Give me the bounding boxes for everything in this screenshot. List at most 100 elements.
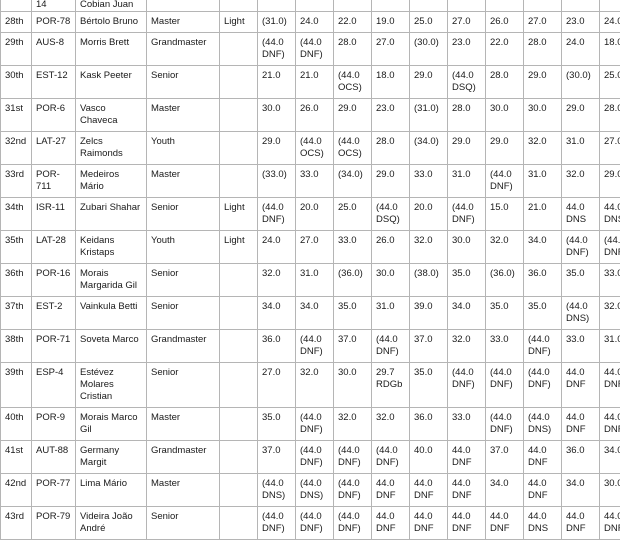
cell-r7: 37.0 [486,441,524,474]
cell-r5: 33.0 [410,165,448,198]
cell-r6: 44.0 DNF [448,474,486,507]
cell-r1: 32.0 [258,264,296,297]
cell-place: 35th [1,231,32,264]
cell-r8: 44.0 DNF [524,441,562,474]
cell-r3: (34.0) [334,165,372,198]
cell-r5: (34.0) [410,132,448,165]
cell-r1: (44.0 DNF) [258,507,296,540]
cell-r10: 44.0 DNF [600,363,620,408]
cell-r1: 37.0 [258,441,296,474]
cell-r10: 28.0 [600,99,620,132]
cell-r6: 33.0 [448,408,486,441]
cell-r4: 28.0 [372,132,410,165]
cell-sub: Light [220,231,258,264]
cell-sail: AUT-88 [32,441,76,474]
cell-cat: Youth [147,231,220,264]
cell-r7: 29.0 [486,132,524,165]
cell-r5: 25.0 [410,12,448,33]
cell-r6: (44.0 DSQ) [448,66,486,99]
cell-place: 34th [1,198,32,231]
cell-r2: 26.0 [296,99,334,132]
cell-sail: ESP-4 [32,363,76,408]
cell-r9: 31.0 [562,132,600,165]
cell-place: 42nd [1,474,32,507]
cell-cat: Senior [147,507,220,540]
cell-r6: (44.0 DNF) [448,363,486,408]
cell-name: Estévez Molares Cristian [76,363,147,408]
cell-name: Lima Mário [76,474,147,507]
cell-r10: 27.0 [600,132,620,165]
cell-sub [220,507,258,540]
cell-r3: 30.0 [334,363,372,408]
cell-r8: 31.0 [524,165,562,198]
cell-place: 37th [1,297,32,330]
cell-cat: Master [147,408,220,441]
cell-cat: Master [147,99,220,132]
cell-place: 32nd [1,132,32,165]
cell-r2: 32.0 [296,363,334,408]
cell-r5: (31.0) [410,99,448,132]
cell-r2 [296,0,334,12]
cell-r9: 44.0 DNS [562,198,600,231]
cell-r1: 34.0 [258,297,296,330]
cell-r4: 23.0 [372,99,410,132]
cell-r3: 37.0 [334,330,372,363]
cell-r3: (44.0 DNF) [334,507,372,540]
cell-r6: 32.0 [448,330,486,363]
cell-r10 [600,0,620,12]
cell-r5: 36.0 [410,408,448,441]
cell-r7: 26.0 [486,12,524,33]
cell-r4: (44.0 DNF) [372,441,410,474]
cell-sail: AUS-8 [32,33,76,66]
cell-cat: Senior [147,363,220,408]
cell-sail: POR-6 [32,99,76,132]
cell-place: 39th [1,363,32,408]
cell-r5: 20.0 [410,198,448,231]
cell-r8: 29.0 [524,66,562,99]
cell-r2: 21.0 [296,66,334,99]
cell-r1 [258,0,296,12]
cell-r2: 34.0 [296,297,334,330]
cell-r5 [410,0,448,12]
cell-r6: 34.0 [448,297,486,330]
cell-r5: 29.0 [410,66,448,99]
cell-sail: POR-9 [32,408,76,441]
cell-name: Germany Margit [76,441,147,474]
cell-r3: 22.0 [334,12,372,33]
cell-sub [220,264,258,297]
cell-name: Morais Marco Gil [76,408,147,441]
cell-clip-inner [300,0,329,7]
cell-r2: (44.0 DNF) [296,33,334,66]
cell-r1: (44.0 DNF) [258,198,296,231]
cell-r9: 44.0 DNF [562,363,600,408]
cell-r7: 15.0 [486,198,524,231]
cell-r6: 23.0 [448,33,486,66]
cell-sub [220,99,258,132]
cell-r3: 28.0 [334,33,372,66]
cell-r10: 44.0 DNS [600,198,620,231]
cell-sub [220,297,258,330]
cell-r9: (44.0 DNF) [562,231,600,264]
cell-name: Medeiros Mário [76,165,147,198]
cell-r7: 22.0 [486,33,524,66]
cell-place: 41st [1,441,32,474]
cell-r7: (44.0 DNF) [486,363,524,408]
cell-r6: 29.0 [448,132,486,165]
cell-place: 43rd [1,507,32,540]
cell-r10: 44.0 DNF [600,408,620,441]
cell-r2: 20.0 [296,198,334,231]
cell-r7: (36.0) [486,264,524,297]
cell-sub: Light [220,198,258,231]
cell-r1: 29.0 [258,132,296,165]
cell-r5: 35.0 [410,363,448,408]
cell-clip-inner [528,0,557,7]
cell-r4: 44.0 DNF [372,474,410,507]
cell-r2: (44.0 DNF) [296,408,334,441]
cell-r2: (44.0 DNF) [296,330,334,363]
cell-r4: (44.0 DNF) [372,330,410,363]
cell-r3: (44.0 OCS) [334,66,372,99]
